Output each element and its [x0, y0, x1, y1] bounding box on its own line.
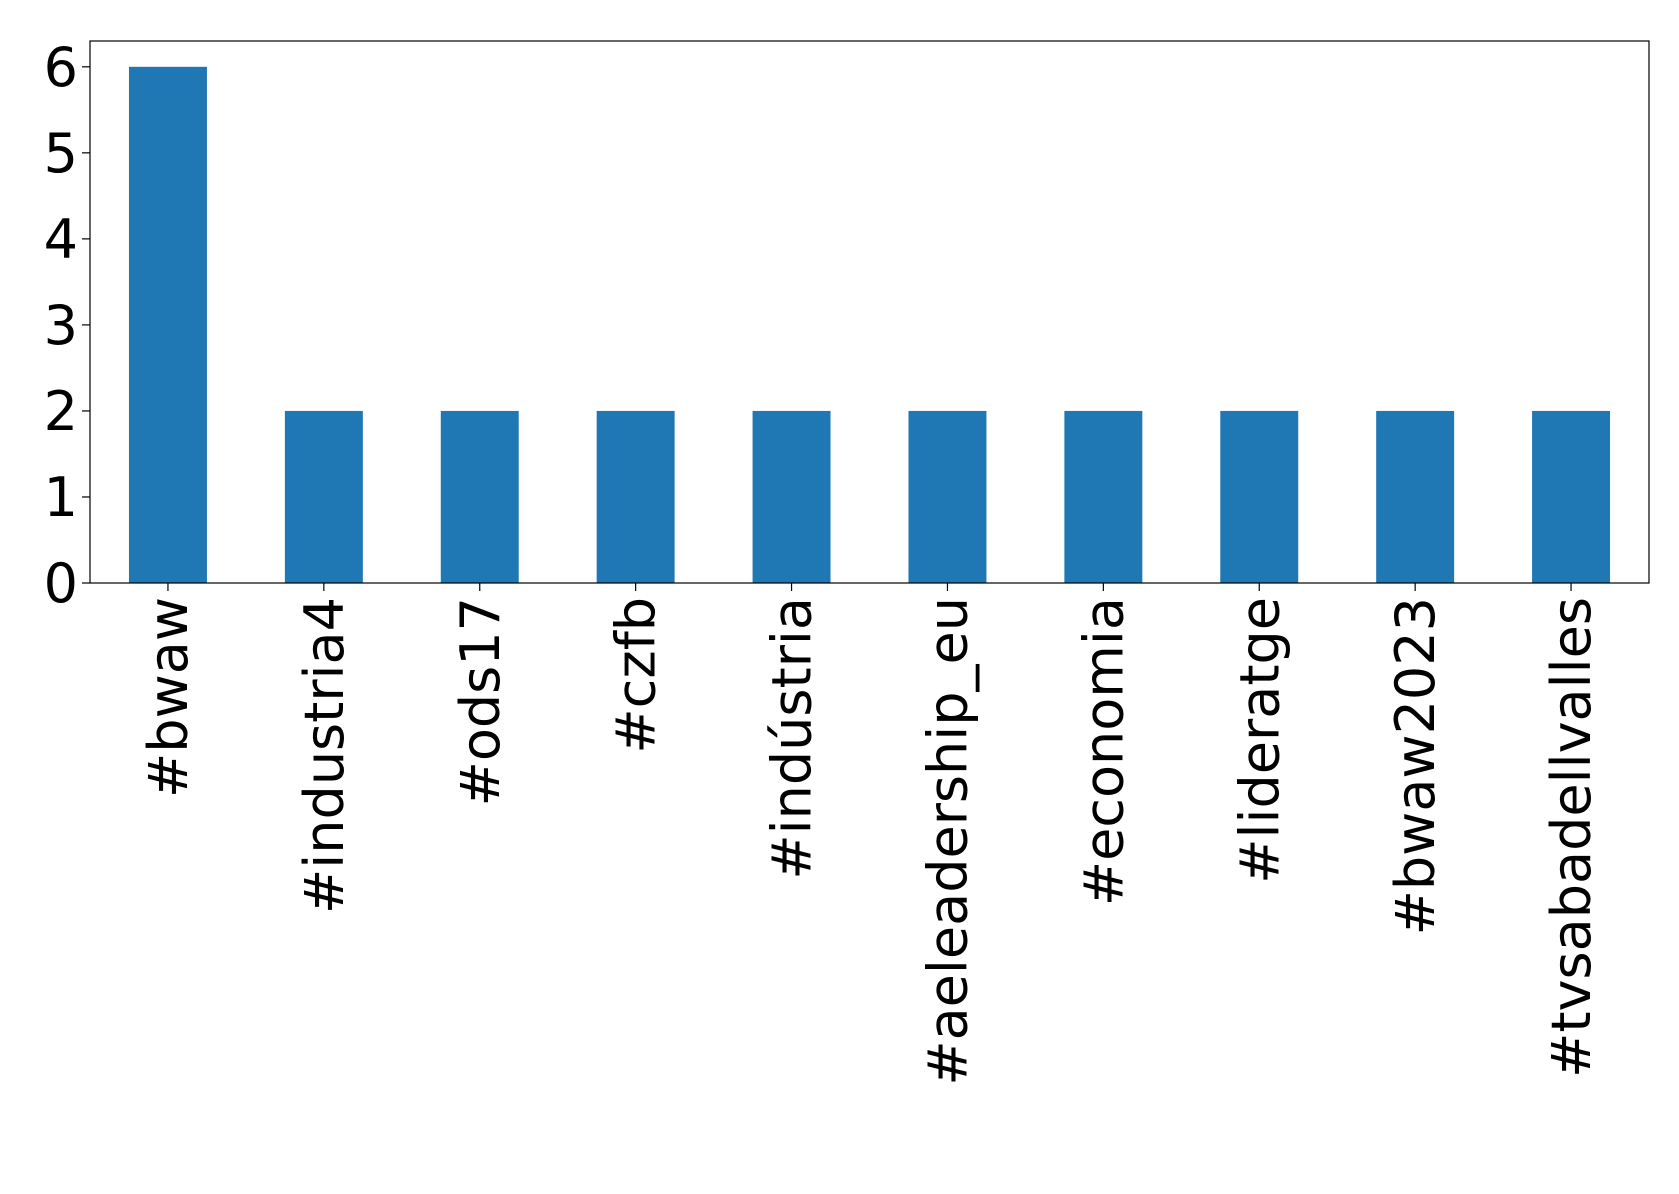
plot-frame [89, 40, 1650, 584]
x-tick-label: #indústria [761, 597, 824, 880]
x-tick-label: #bwaw2023 [1384, 597, 1447, 935]
bar [1220, 410, 1299, 583]
x-tick-label: #bwaw [137, 597, 200, 798]
bar [596, 410, 675, 583]
x-tick-label: #czfb [605, 597, 668, 754]
bar [1376, 410, 1455, 583]
y-tick-label: 2 [44, 380, 78, 443]
bar [440, 410, 519, 583]
bar [1532, 410, 1611, 583]
x-tick-label: #aeleadership_eu [916, 597, 979, 1086]
bar [752, 410, 831, 583]
y-tick-label: 0 [44, 552, 78, 615]
bar [128, 66, 207, 584]
y-tick-label: 3 [44, 294, 78, 357]
y-tick-label: 1 [44, 466, 78, 529]
x-tick-label: #tvsabadellvalles [1540, 597, 1603, 1078]
y-tick-label: 4 [44, 208, 78, 271]
x-tick-label: #lideratge [1228, 597, 1291, 884]
x-tick-label: #ods17 [449, 597, 512, 806]
bar [908, 410, 987, 583]
bar [284, 410, 363, 583]
x-tick-label: #economia [1072, 597, 1135, 906]
y-tick-label: 6 [44, 36, 78, 99]
y-tick-label: 5 [44, 122, 78, 185]
x-tick-label: #industria4 [293, 597, 356, 914]
bar [1064, 410, 1143, 583]
